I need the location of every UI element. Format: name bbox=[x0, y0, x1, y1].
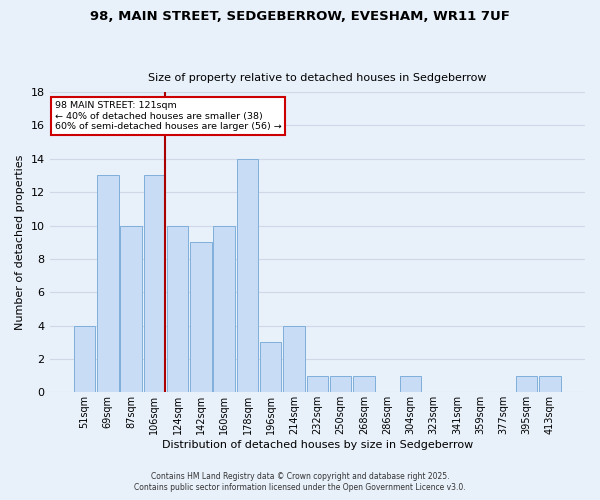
Bar bbox=[190, 242, 212, 392]
Bar bbox=[143, 176, 165, 392]
Bar bbox=[74, 326, 95, 392]
Bar bbox=[353, 376, 374, 392]
Bar bbox=[307, 376, 328, 392]
Bar bbox=[516, 376, 538, 392]
Bar bbox=[237, 159, 258, 392]
Bar bbox=[260, 342, 281, 392]
Bar bbox=[121, 226, 142, 392]
Bar bbox=[97, 176, 119, 392]
Text: 98 MAIN STREET: 121sqm
← 40% of detached houses are smaller (38)
60% of semi-det: 98 MAIN STREET: 121sqm ← 40% of detached… bbox=[55, 101, 281, 131]
Bar bbox=[330, 376, 351, 392]
Bar bbox=[214, 226, 235, 392]
Text: Contains HM Land Registry data © Crown copyright and database right 2025.
Contai: Contains HM Land Registry data © Crown c… bbox=[134, 472, 466, 492]
Title: Size of property relative to detached houses in Sedgeberrow: Size of property relative to detached ho… bbox=[148, 73, 487, 83]
Bar bbox=[400, 376, 421, 392]
Bar bbox=[539, 376, 560, 392]
Text: 98, MAIN STREET, SEDGEBERROW, EVESHAM, WR11 7UF: 98, MAIN STREET, SEDGEBERROW, EVESHAM, W… bbox=[90, 10, 510, 23]
Bar bbox=[283, 326, 305, 392]
X-axis label: Distribution of detached houses by size in Sedgeberrow: Distribution of detached houses by size … bbox=[161, 440, 473, 450]
Y-axis label: Number of detached properties: Number of detached properties bbox=[15, 154, 25, 330]
Bar bbox=[167, 226, 188, 392]
